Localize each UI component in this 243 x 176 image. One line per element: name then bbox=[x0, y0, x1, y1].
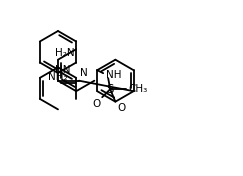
Text: O: O bbox=[117, 103, 125, 113]
Text: NH₂: NH₂ bbox=[48, 72, 68, 82]
Text: S: S bbox=[106, 83, 114, 96]
Text: N: N bbox=[80, 68, 88, 78]
Text: NH: NH bbox=[106, 70, 122, 80]
Text: H₂N: H₂N bbox=[55, 49, 74, 58]
Text: CH₃: CH₃ bbox=[128, 84, 148, 94]
Text: O: O bbox=[92, 99, 100, 109]
Text: HN: HN bbox=[55, 65, 70, 75]
